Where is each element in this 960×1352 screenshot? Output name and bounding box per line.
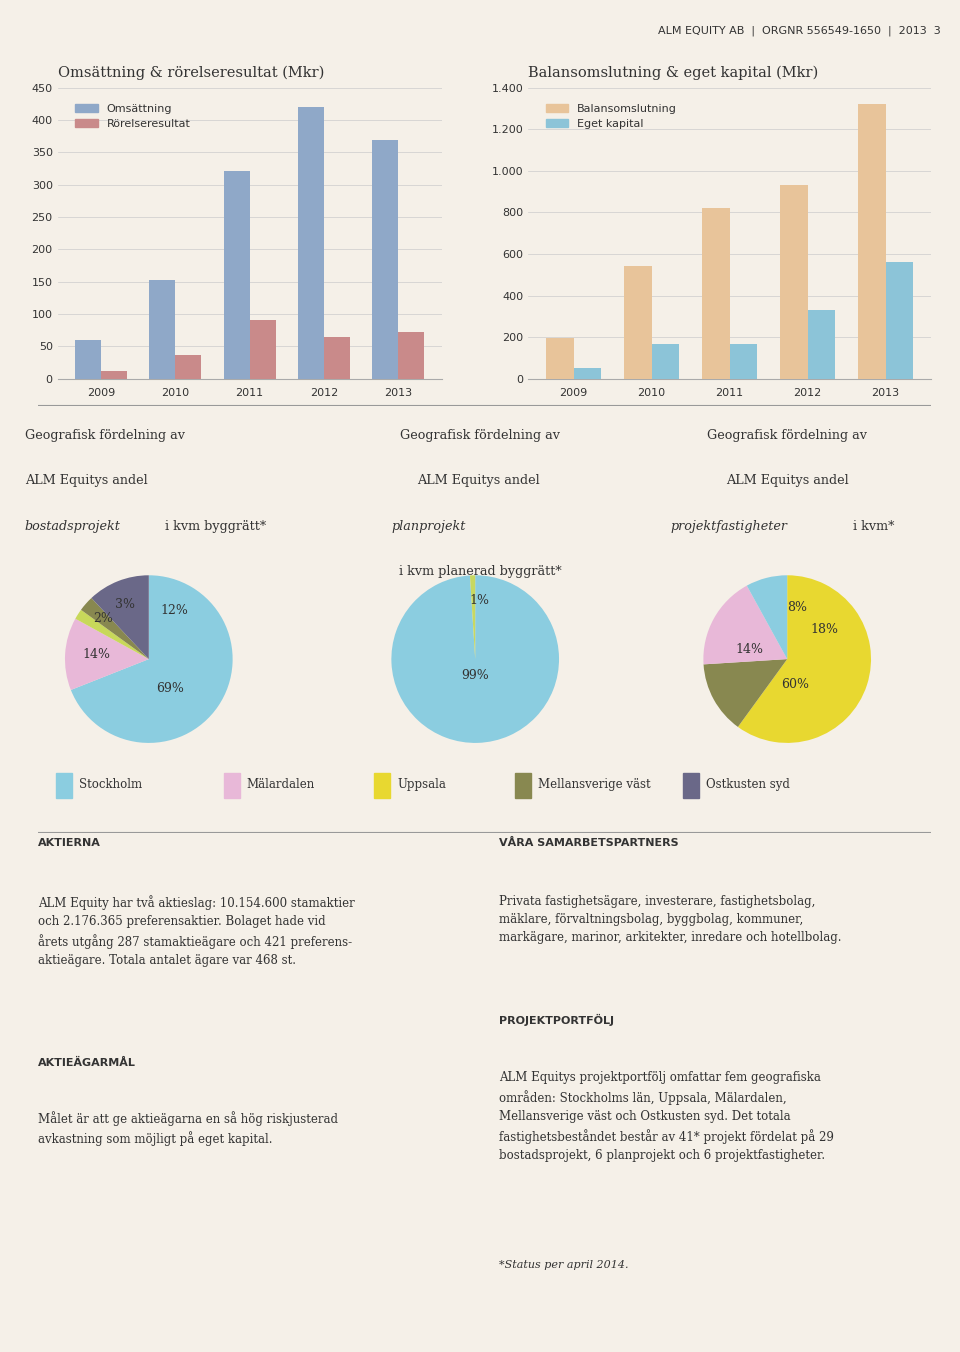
Text: Mellansverige väst: Mellansverige väst [539,777,651,791]
Text: 3%: 3% [115,598,135,611]
Bar [684,773,699,798]
Legend: Balansomslutning, Eget kapital: Balansomslutning, Eget kapital [541,99,682,134]
Bar [250,320,276,379]
Bar [780,185,807,379]
Wedge shape [470,576,475,660]
Text: Mälardalen: Mälardalen [247,777,315,791]
Wedge shape [65,619,149,690]
Bar [516,773,531,798]
Text: Målet är att ge aktieägarna en så hög riskjusterad
avkastning som möjligt på ege: Målet är att ge aktieägarna en så hög ri… [38,1111,338,1146]
Text: Geografisk fördelning av: Geografisk fördelning av [25,429,184,442]
Bar [730,345,756,379]
Wedge shape [704,585,787,664]
Text: ALM Equitys andel: ALM Equitys andel [417,475,543,487]
Text: 60%: 60% [781,677,809,691]
Text: ALM Equity har två aktieslag: 10.154.600 stamaktier
och 2.176.365 preferensaktie: ALM Equity har två aktieslag: 10.154.600… [38,895,355,967]
Text: ALM Equitys andel: ALM Equitys andel [726,475,849,487]
Bar [56,773,72,798]
Text: Stockholm: Stockholm [79,777,142,791]
Wedge shape [81,598,149,660]
Bar [858,104,885,379]
Text: 2%: 2% [93,612,112,626]
Bar [885,262,913,379]
Text: 99%: 99% [462,669,489,683]
Bar [807,310,835,379]
Bar [224,773,240,798]
Text: PROJEKTPORTFÖLJ: PROJEKTPORTFÖLJ [499,1014,614,1026]
Bar [652,345,679,379]
Text: bostadsprojekt: bostadsprojekt [25,519,121,533]
Text: 8%: 8% [787,600,807,614]
Text: Omsättning & rörelseresultat (Mkr): Omsättning & rörelseresultat (Mkr) [58,65,324,80]
Text: AKTIERNA: AKTIERNA [38,838,101,848]
Bar [150,280,176,379]
Bar [101,370,127,379]
Text: i kvm planerad byggrätt*: i kvm planerad byggrätt* [398,565,562,579]
Wedge shape [71,576,232,742]
Text: *Status per april 2014.: *Status per april 2014. [499,1260,629,1270]
Wedge shape [392,576,559,742]
Bar [224,170,250,379]
Text: projektfastigheter: projektfastigheter [670,519,787,533]
Bar [574,368,601,379]
Bar [546,338,574,379]
Bar [372,139,398,379]
Text: 14%: 14% [83,649,110,661]
Wedge shape [704,660,787,727]
Bar [398,333,424,379]
Text: Privata fastighetsägare, investerare, fastighetsbolag,
mäklare, förvaltningsbola: Privata fastighetsägare, investerare, fa… [499,895,842,944]
Wedge shape [738,576,871,742]
Text: ALM Equitys andel: ALM Equitys andel [25,475,148,487]
Bar [703,208,730,379]
Text: VÅRA SAMARBETSPARTNERS: VÅRA SAMARBETSPARTNERS [499,838,679,848]
Text: ALM EQUITY AB  |  ORGNR 556549-1650  |  2013  3: ALM EQUITY AB | ORGNR 556549-1650 | 2013… [658,26,941,35]
Text: 14%: 14% [735,642,763,656]
Legend: Omsättning, Rörelseresultat: Omsättning, Rörelseresultat [71,99,195,134]
Text: planprojekt: planprojekt [392,519,467,533]
Text: Uppsala: Uppsala [397,777,445,791]
Bar [624,266,652,379]
Text: 18%: 18% [811,623,839,637]
Text: Balansomslutning & eget kapital (Mkr): Balansomslutning & eget kapital (Mkr) [528,65,818,80]
Text: 69%: 69% [156,681,183,695]
Text: i kvm byggrätt*: i kvm byggrätt* [161,519,266,533]
Text: Geografisk fördelning av: Geografisk fördelning av [400,429,560,442]
Bar [176,354,202,379]
Bar [324,337,349,379]
Bar [298,107,324,379]
Text: i kvm*: i kvm* [849,519,894,533]
Text: 12%: 12% [160,604,188,617]
Text: Geografisk fördelning av: Geografisk fördelning av [708,429,867,442]
Bar [75,339,101,379]
Text: AKTIEÄGARMÅL: AKTIEÄGARMÅL [38,1057,136,1068]
Wedge shape [91,576,149,660]
Text: 1%: 1% [469,594,490,607]
Text: ALM Equitys projektportfölj omfattar fem geografiska
områden: Stockholms län, Up: ALM Equitys projektportfölj omfattar fem… [499,1071,834,1161]
Text: Ostkusten syd: Ostkusten syd [707,777,790,791]
Wedge shape [75,610,149,660]
Bar [374,773,390,798]
Wedge shape [747,576,787,660]
